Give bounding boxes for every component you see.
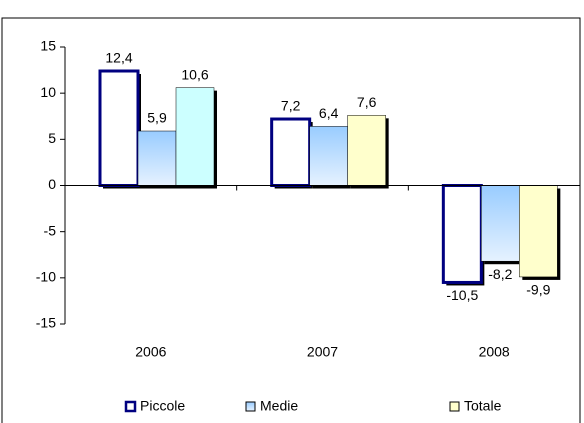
value-label: 5,9: [147, 110, 167, 126]
bar: [137, 130, 177, 186]
legend-marker: [245, 401, 256, 412]
y-tick-label: 0: [48, 176, 56, 192]
value-label: 7,6: [357, 94, 377, 110]
bar: [270, 117, 312, 187]
bar: [441, 184, 483, 284]
value-label: 7,2: [281, 98, 301, 114]
legend-label: Totale: [464, 398, 502, 414]
bar: [98, 69, 140, 187]
x-tick-label: 2007: [307, 344, 338, 360]
y-tick-label: -10: [36, 269, 56, 285]
bar: [175, 87, 215, 186]
value-label: 12,4: [105, 50, 132, 66]
y-tick-label: -15: [36, 315, 56, 331]
x-tick-label: 2006: [135, 344, 166, 360]
bar: [519, 185, 558, 278]
x-tick-label: 2008: [479, 344, 510, 360]
bar: [481, 185, 520, 262]
value-label: 6,4: [319, 105, 339, 121]
bar: [309, 126, 348, 186]
legend-marker: [124, 400, 137, 413]
value-label: -8,2: [488, 266, 512, 282]
legend-label: Medie: [260, 398, 298, 414]
y-tick-label: 15: [40, 38, 56, 54]
bar: [347, 115, 386, 186]
legend-label: Piccole: [140, 398, 185, 414]
y-tick-label: -5: [44, 222, 57, 238]
y-tick-label: 10: [40, 84, 56, 100]
value-label: -9,9: [526, 282, 550, 298]
legend-marker: [449, 401, 460, 412]
value-label: 10,6: [181, 66, 208, 82]
y-tick-label: 5: [48, 130, 56, 146]
value-label: -10,5: [446, 287, 478, 303]
